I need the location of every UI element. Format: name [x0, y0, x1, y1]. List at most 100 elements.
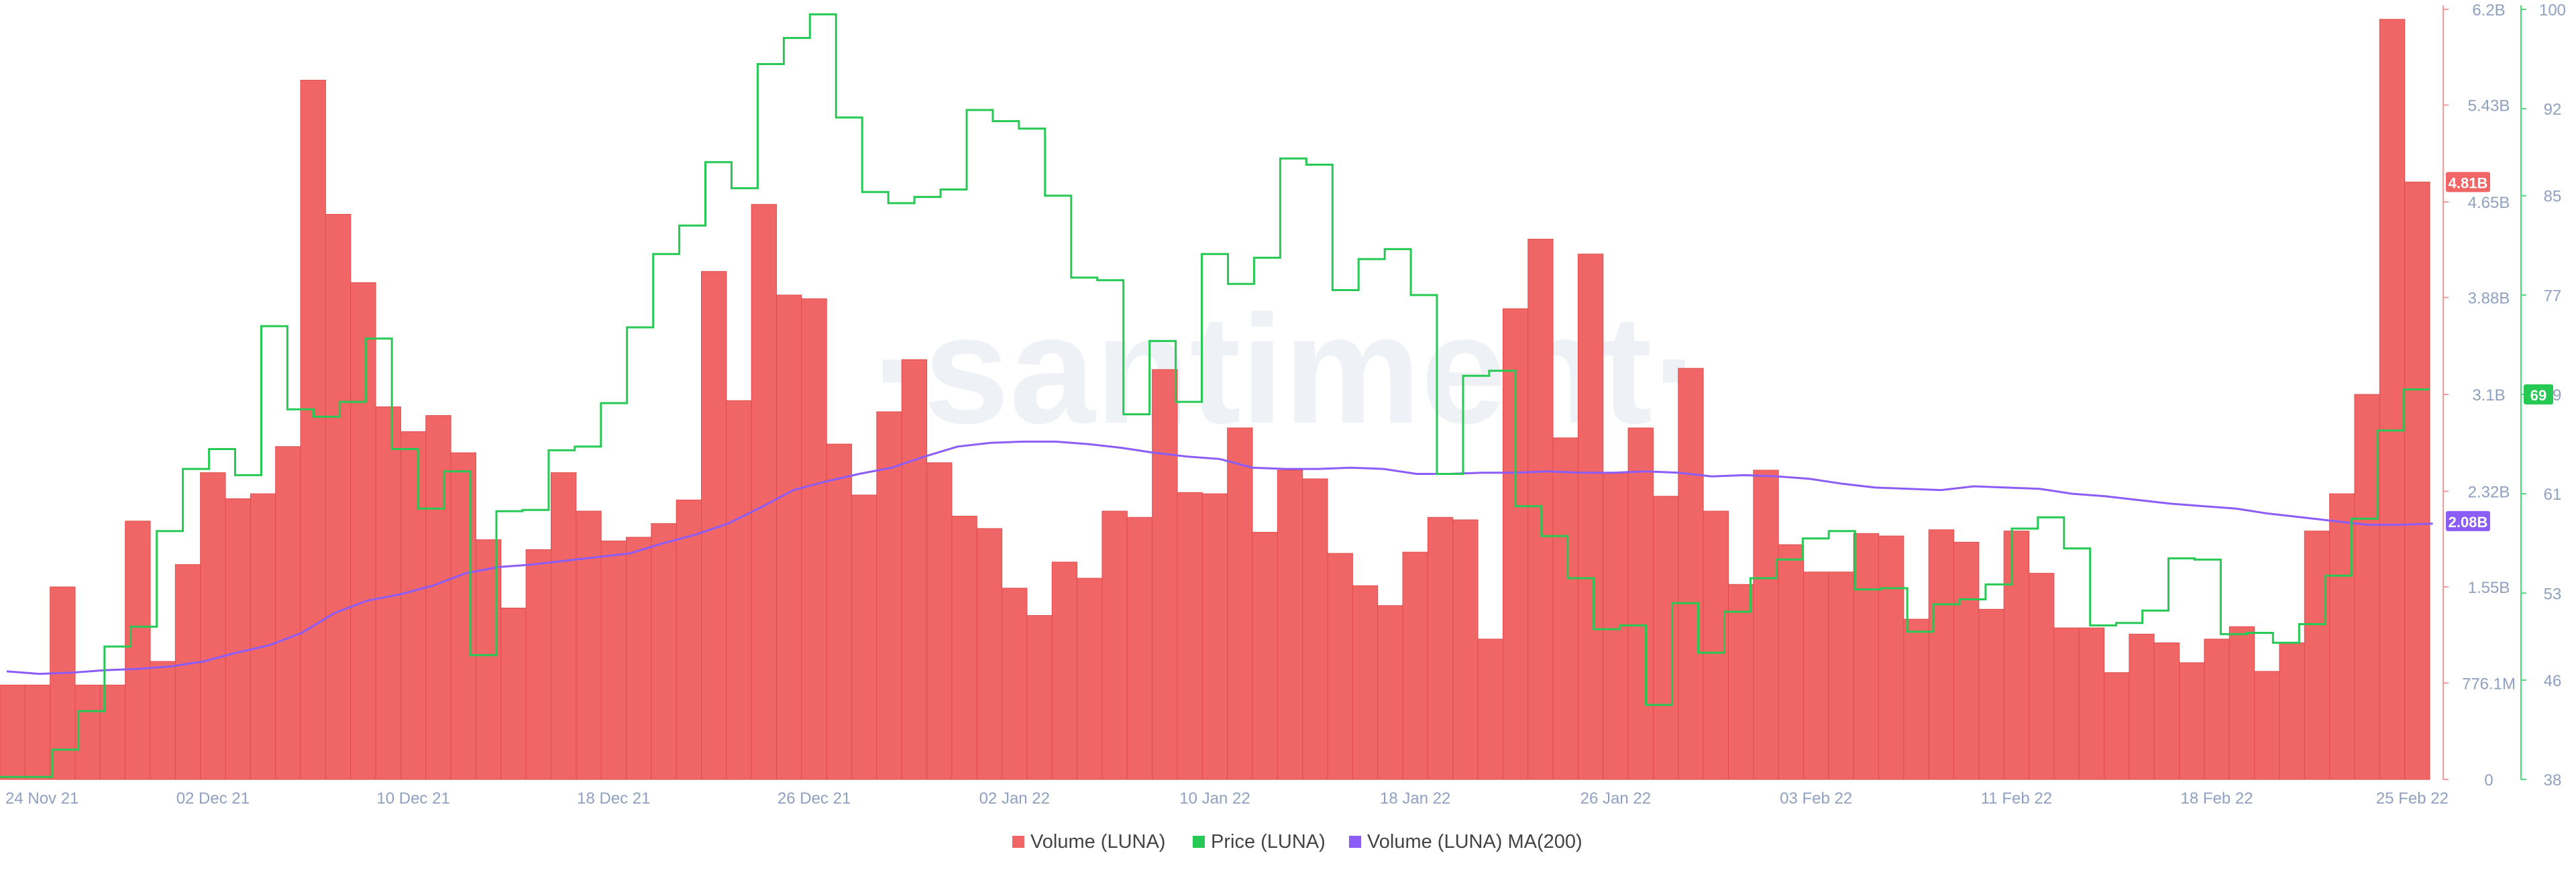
- price-axis-tick-label: 53: [2544, 585, 2562, 603]
- x-axis-tick-label: 26 Jan 22: [1580, 789, 1651, 808]
- price-axis-tick-label: 85: [2544, 188, 2562, 206]
- legend-item-volume[interactable]: Volume (LUNA): [1012, 831, 1165, 853]
- volume-bar: [1177, 492, 1203, 780]
- volume-bar: [325, 214, 352, 780]
- volume-bar: [2179, 662, 2205, 780]
- volume-bar: [801, 298, 827, 780]
- volume-bar: [1077, 578, 1103, 780]
- volume-bar: [1377, 605, 1403, 780]
- x-axis-tick-label: 10 Dec 21: [376, 789, 449, 808]
- value-badge-bg: [2446, 510, 2490, 531]
- volume-axis-tick-label: 2.32B: [2468, 483, 2510, 501]
- x-axis-tick-label: 18 Dec 21: [577, 789, 650, 808]
- volume-axis-ticks: 0 776.1M 1.55B 2.32B 3.1B 3.88B 4.65B 5.43B 6.2B: [2443, 1, 2516, 789]
- volume-bar: [2279, 642, 2305, 780]
- volume-bar: [1427, 516, 1454, 780]
- volume-bar: [200, 472, 226, 780]
- volume-bars: [0, 19, 2430, 780]
- x-axis-tick-label: 02 Dec 21: [176, 789, 250, 808]
- volume-bar: [2153, 642, 2180, 780]
- volume-bar: [1978, 608, 2004, 780]
- volume-bar: [2129, 633, 2155, 780]
- volume-bar: [1452, 519, 1479, 780]
- watermark: ·santiment·: [872, 283, 1704, 455]
- volume-bar: [1277, 470, 1303, 780]
- volume-bar: [1953, 541, 1980, 780]
- volume-bar: [1302, 478, 1328, 780]
- volume-bar: [851, 494, 877, 780]
- volume-bar: [0, 684, 25, 780]
- volume-bar: [500, 607, 527, 780]
- volume-bar: [225, 498, 251, 780]
- volume-bar: [651, 523, 677, 780]
- volume-bar: [776, 294, 802, 780]
- volume-bar: [1102, 510, 1128, 780]
- x-axis-tick-label: 03 Feb 22: [1780, 789, 1852, 808]
- x-axis-ticks: 24 Nov 21 02 Dec 21 10 Dec 21 18 Dec 21 26 D…: [5, 789, 2449, 808]
- volume-bar: [926, 462, 953, 780]
- legend-label-volume: Volume (LUNA): [1030, 831, 1165, 853]
- volume-axis-tick-label: 3.1B: [2472, 386, 2505, 404]
- volume-bar: [1002, 588, 1028, 780]
- legend-swatch-price: [1193, 836, 1205, 848]
- volume-axis-tick-label: 5.43B: [2468, 97, 2510, 115]
- volume-bar: [174, 564, 201, 780]
- volume-bar: [125, 521, 151, 780]
- value-badge-bg: [2446, 172, 2490, 193]
- volume-bar: [1753, 470, 1779, 780]
- volume-bar: [2379, 19, 2406, 780]
- volume-axis-tick-label: 4.65B: [2468, 194, 2510, 212]
- volume-bar: [1828, 571, 1854, 780]
- value-badge-label: 4.81B: [2449, 174, 2488, 191]
- volume-ma-line: [6, 440, 2433, 675]
- volume-bar: [751, 204, 777, 780]
- volume-bar: [350, 282, 376, 780]
- value-badge-label: 2.08B: [2449, 514, 2488, 531]
- volume-bar: [2229, 626, 2255, 780]
- volume-bar: [1051, 561, 1078, 780]
- volume-bar: [1227, 427, 1253, 780]
- volume-bar: [2354, 394, 2380, 780]
- volume-bar: [1352, 585, 1379, 780]
- volume-bar: [2029, 573, 2055, 780]
- legend-swatch-ma: [1349, 836, 1361, 848]
- volume-axis-tick-label: 3.88B: [2468, 290, 2510, 308]
- volume-bar: [1552, 437, 1578, 780]
- legend-item-price[interactable]: Price (LUNA): [1193, 831, 1326, 853]
- legend: Volume (LUNA) Price (LUNA) Volume (LUNA)…: [1012, 831, 1582, 853]
- price-axis-tick-label: 46: [2544, 672, 2562, 690]
- volume-bar: [275, 446, 301, 780]
- x-axis-tick-label: 10 Jan 22: [1179, 789, 1250, 808]
- legend-item-ma[interactable]: Volume (LUNA) MA(200): [1349, 831, 1582, 853]
- volume-bar: [375, 406, 401, 780]
- volume-bar: [626, 537, 652, 780]
- volume-bar: [400, 431, 427, 780]
- volume-bar: [1627, 427, 1654, 780]
- price-axis-tick-label: 100: [2539, 1, 2566, 19]
- volume-bar: [1152, 369, 1178, 780]
- volume-bar: [1778, 544, 1804, 780]
- volume-bar: [1853, 533, 1880, 780]
- volume-bar: [826, 443, 853, 780]
- volume-bar: [2304, 531, 2330, 780]
- volume-bar: [2078, 627, 2105, 780]
- price-line: [0, 13, 2430, 778]
- volume-bar: [976, 528, 1003, 780]
- volume-axis-tick-label: 776.1M: [2462, 675, 2516, 693]
- volume-bar: [2254, 671, 2280, 780]
- volume-bar: [676, 499, 702, 780]
- price-axis-tick-label: 92: [2544, 101, 2562, 119]
- volume-bar: [50, 586, 76, 780]
- x-axis-tick-label: 11 Feb 22: [1981, 789, 2052, 808]
- volume-axis-tick-label: 1.55B: [2468, 579, 2510, 597]
- price-axis-tick-label: 61: [2544, 486, 2562, 504]
- volume-bar: [450, 452, 476, 780]
- volume-bar: [951, 515, 977, 780]
- volume-bar: [876, 411, 902, 780]
- legend-label-ma: Volume (LUNA) MA(200): [1367, 831, 1582, 853]
- volume-bar: [2003, 531, 2030, 780]
- volume-bar: [1201, 493, 1228, 780]
- volume-bar: [1477, 639, 1503, 780]
- volume-bar: [2404, 181, 2430, 780]
- volume-bar: [1327, 553, 1353, 780]
